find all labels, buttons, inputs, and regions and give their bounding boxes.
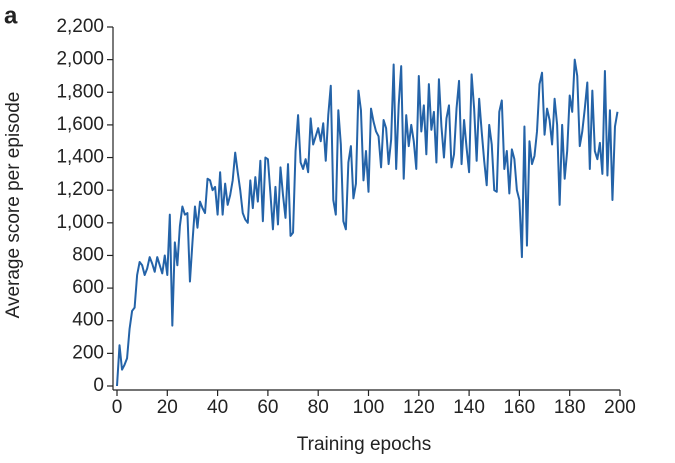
y-tick-label: 800 <box>72 244 104 265</box>
x-tick-label: 0 <box>112 397 123 418</box>
y-tick-label: 1,400 <box>56 147 104 168</box>
x-tick-label: 60 <box>257 397 278 418</box>
x-tick-label: 40 <box>207 397 228 418</box>
y-tick-label: 600 <box>72 277 104 298</box>
x-axis-title: Training epochs <box>297 434 431 455</box>
data-line <box>116 58 619 387</box>
y-tick-label: 400 <box>72 310 104 331</box>
y-tick-label: 200 <box>72 342 104 363</box>
y-tick-label: 1,200 <box>56 179 104 200</box>
y-tick-label: 0 <box>93 375 104 396</box>
x-tick-label: 120 <box>403 397 435 418</box>
x-tick-label: 80 <box>308 397 329 418</box>
y-tick-label: 1,800 <box>56 81 104 102</box>
y-tick-label: 2,000 <box>56 49 104 70</box>
y-tick-label: 2,200 <box>56 16 104 37</box>
y-tick-label: 1,000 <box>56 212 104 233</box>
panel-label: a <box>4 2 18 29</box>
x-tick-label: 180 <box>554 397 586 418</box>
x-tick-label: 200 <box>604 397 636 418</box>
y-tick-label: 1,600 <box>56 114 104 135</box>
x-tick-label: 140 <box>453 397 485 418</box>
x-tick-label: 20 <box>157 397 178 418</box>
x-tick-label: 160 <box>504 397 536 418</box>
y-axis-title: Average score per episode <box>3 92 24 319</box>
x-tick-label: 100 <box>353 397 385 418</box>
